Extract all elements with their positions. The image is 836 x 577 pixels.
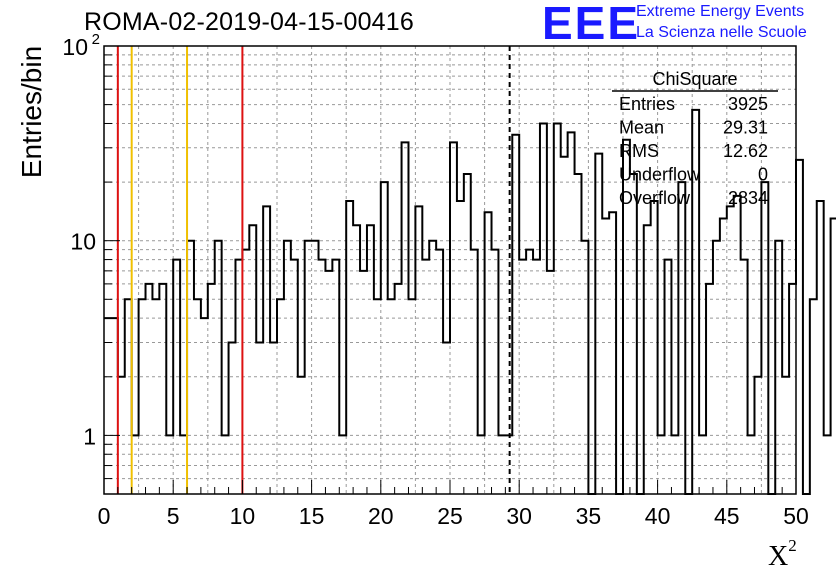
stats-row-label: Entries bbox=[619, 94, 675, 114]
stats-row-label: RMS bbox=[619, 141, 659, 161]
x-axis-label-sup: 2 bbox=[788, 536, 797, 555]
x-tick-label: 45 bbox=[714, 503, 740, 529]
x-tick-label: 35 bbox=[576, 503, 602, 529]
logo-text-line1: Extreme Energy Events bbox=[636, 3, 805, 20]
histogram-series bbox=[104, 108, 836, 495]
x-tick-label: 25 bbox=[437, 503, 463, 529]
x-axis-label: X2 bbox=[768, 536, 797, 573]
stats-title: ChiSquare bbox=[652, 69, 737, 89]
y-axis-label-wrap: Entries/bin bbox=[4, 0, 47, 572]
stats-row-label: Mean bbox=[619, 118, 664, 138]
stats-row-value: 2834 bbox=[728, 188, 768, 208]
y-axis-label: Entries/bin bbox=[16, 45, 47, 179]
stats-row-label: Underflow bbox=[619, 165, 701, 185]
x-tick-label: 15 bbox=[299, 503, 325, 529]
stats-row-value: 12.62 bbox=[723, 141, 768, 161]
logo-text-line2: La Scienza nelle Scuole bbox=[636, 24, 807, 41]
y-tick-label: 10 bbox=[62, 34, 88, 60]
stats-row-value: 3925 bbox=[728, 94, 768, 114]
stats-row-label: Overflow bbox=[619, 188, 691, 208]
x-tick-label: 0 bbox=[98, 503, 111, 529]
eee-logo: EEE bbox=[542, 0, 641, 49]
stats-row-value: 0 bbox=[758, 165, 768, 185]
x-tick-label: 10 bbox=[230, 503, 256, 529]
x-tick-label: 50 bbox=[783, 503, 809, 529]
x-tick-label: 40 bbox=[645, 503, 671, 529]
x-tick-label: 30 bbox=[506, 503, 532, 529]
x-axis-label-base: X bbox=[768, 541, 789, 572]
stats-row-value: 29.31 bbox=[723, 118, 768, 138]
x-tick-label: 5 bbox=[167, 503, 180, 529]
y-tick-label: 1 bbox=[83, 423, 96, 449]
y-tick-label-exponent: 2 bbox=[92, 31, 100, 48]
y-tick-label: 10 bbox=[70, 229, 96, 255]
x-tick-label: 20 bbox=[368, 503, 394, 529]
chart-title: ROMA-02-2019-04-15-00416 bbox=[84, 8, 414, 36]
